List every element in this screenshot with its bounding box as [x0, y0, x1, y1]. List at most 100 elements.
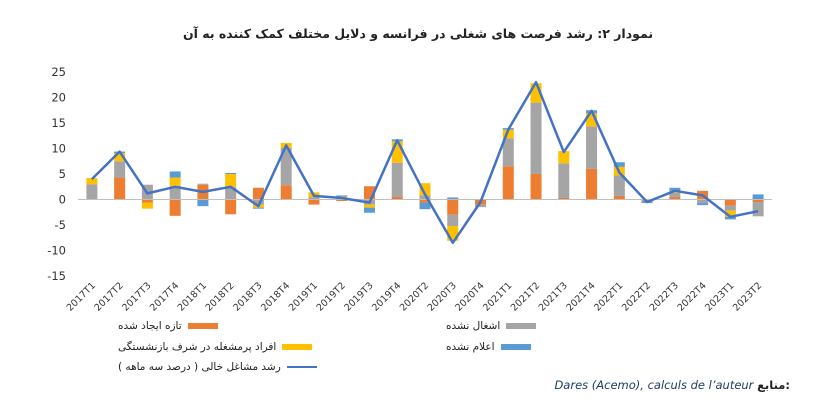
bar-segment-1-2019T1	[308, 197, 320, 200]
legend-label-retiring: افراد پرمشغله در شرف بازنشستگی	[118, 341, 277, 353]
bar-segment-0-2018T4	[280, 185, 292, 200]
bar-segment-3-2018T3	[252, 207, 264, 209]
bar-segment-2-2021T4	[586, 113, 598, 127]
y-tick-label: 20	[51, 91, 66, 105]
y-tick-label: -15	[47, 269, 66, 283]
bar-segment-0-2021T1	[502, 166, 514, 200]
x-tick-label: 2020T4	[453, 280, 486, 313]
bar-segment-1-2017T2	[114, 161, 126, 178]
bar-segment-0-2019T1	[308, 199, 320, 205]
bar-segment-0-2017T3	[141, 199, 153, 203]
bar-segment-1-2021T1	[502, 138, 514, 167]
x-tick-label: 2018T4	[259, 280, 292, 313]
x-tick-label: 2021T3	[537, 280, 570, 313]
x-tick-label: 2017T2	[93, 280, 126, 313]
bar-segment-1-2019T4	[391, 162, 403, 197]
bar-segment-0-2017T2	[114, 177, 126, 200]
bar-segment-2-2020T2	[419, 183, 431, 196]
bar-segment-0-2021T3	[558, 197, 570, 200]
bar-segment-2-2017T2	[114, 153, 126, 162]
x-tick-label: 2019T2	[315, 280, 348, 313]
bar-segment-3-2019T2	[336, 195, 348, 197]
bar-segment-3-2018T2	[225, 172, 237, 174]
bar-segment-3-2018T1	[197, 199, 209, 207]
bar-segment-0-2019T4	[391, 196, 403, 200]
bar-segment-2-2021T2	[530, 83, 542, 103]
bar-segment-2-2023T1	[724, 210, 736, 217]
x-tick-label: 2018T1	[176, 280, 209, 313]
bar-segment-1-2020T4	[475, 204, 487, 208]
bar-segment-3-2022T4	[697, 203, 709, 206]
bar-segment-1-2017T4	[169, 185, 181, 200]
bar-segment-2-2017T4	[169, 177, 181, 186]
y-tick-label: 25	[51, 65, 66, 79]
y-tick-label: 15	[51, 116, 66, 130]
bar-segment-1-2018T2	[225, 187, 237, 200]
x-tick-label: 2023T2	[731, 280, 764, 313]
bar-segment-1-2022T3	[669, 192, 681, 197]
bar-segment-0-2018T3	[252, 187, 264, 200]
x-tick-label: 2022T3	[648, 280, 681, 313]
source-label: منابع:	[757, 378, 790, 392]
bar-segment-0-2021T2	[530, 174, 542, 200]
bar-segment-1-2021T4	[586, 126, 598, 169]
bar-segment-0-2022T2	[641, 199, 653, 201]
bar-segment-3-2022T3	[669, 187, 681, 191]
bar-segment-0-2022T1	[613, 195, 625, 200]
x-tick-label: 2021T2	[509, 280, 542, 313]
x-tick-label: 2017T3	[120, 280, 153, 313]
bar-segment-1-2018T4	[280, 147, 292, 186]
y-tick-label: 0	[59, 193, 66, 207]
y-tick-label: -10	[47, 244, 66, 258]
bar-segment-0-2023T2	[752, 199, 764, 203]
legend-item-undeclared: اعلام نشده	[446, 341, 531, 353]
legend-label-new: تازه ایجاد شده	[118, 320, 182, 332]
y-tick-label: -5	[55, 218, 66, 232]
source-note: Dares (Acemo), calculs de l’auteur منابع…	[0, 378, 790, 392]
bar-segment-3-2020T3	[447, 197, 459, 200]
bar-segment-0-2020T2	[419, 199, 431, 203]
bar-segment-0-2021T4	[586, 168, 598, 200]
bar-segment-2-2021T1	[502, 129, 514, 139]
legend-swatch-growth	[286, 366, 317, 368]
x-tick-label: 2021T1	[481, 280, 514, 313]
x-tick-label: 2017T1	[65, 280, 98, 313]
bar-segment-1-2021T2	[530, 102, 542, 174]
bar-segment-0-2019T2	[336, 199, 348, 202]
x-tick-label: 2020T2	[398, 280, 431, 313]
bar-segment-0-2018T2	[225, 199, 237, 215]
bar-segment-2-2019T3	[363, 204, 375, 208]
x-tick-label: 2019T4	[370, 280, 403, 313]
x-tick-label: 2019T3	[342, 280, 375, 313]
bar-segment-0-2017T4	[169, 199, 181, 216]
source-text: Dares (Acemo), calculs de l’auteur	[554, 378, 754, 392]
legend-item-unfilled: اشغال نشده	[446, 320, 537, 332]
bar-segment-2-2018T2	[225, 174, 237, 188]
legend-swatch-undeclared	[500, 344, 531, 350]
bar-segment-2-2019T4	[391, 141, 403, 163]
legend-label-undeclared: اعلام نشده	[446, 341, 495, 353]
bar-segment-1-2022T4	[697, 199, 709, 204]
legend-item-retiring: افراد پرمشغله در شرف بازنشستگی	[118, 341, 313, 353]
bar-segment-1-2023T2	[752, 202, 764, 217]
bar-segment-1-2018T3	[252, 199, 264, 205]
bar-segment-3-2022T1	[613, 162, 625, 167]
bar-segment-0-2019T3	[363, 186, 375, 200]
legend-swatch-new	[187, 323, 218, 329]
growth-line	[91, 80, 759, 245]
bar-segment-1-2018T1	[197, 183, 209, 185]
y-tick-label: 5	[59, 167, 66, 181]
x-tick-label: 2017T4	[148, 280, 181, 313]
x-tick-label: 2018T2	[204, 280, 237, 313]
bar-segment-1-2020T3	[447, 214, 459, 227]
bar-segment-2-2021T3	[558, 151, 570, 164]
legend-label-unfilled: اشغال نشده	[446, 320, 501, 332]
legend-swatch-retiring	[282, 344, 313, 350]
x-tick-label: 2022T4	[675, 280, 708, 313]
bar-segment-1-2022T1	[613, 175, 625, 196]
bar-segment-2-2017T3	[141, 202, 153, 209]
bar-segment-0-2023T1	[724, 199, 736, 206]
x-tick-label: 2018T3	[231, 280, 264, 313]
x-tick-label: 2019T1	[287, 280, 320, 313]
bar-segment-3-2020T2	[419, 202, 431, 210]
